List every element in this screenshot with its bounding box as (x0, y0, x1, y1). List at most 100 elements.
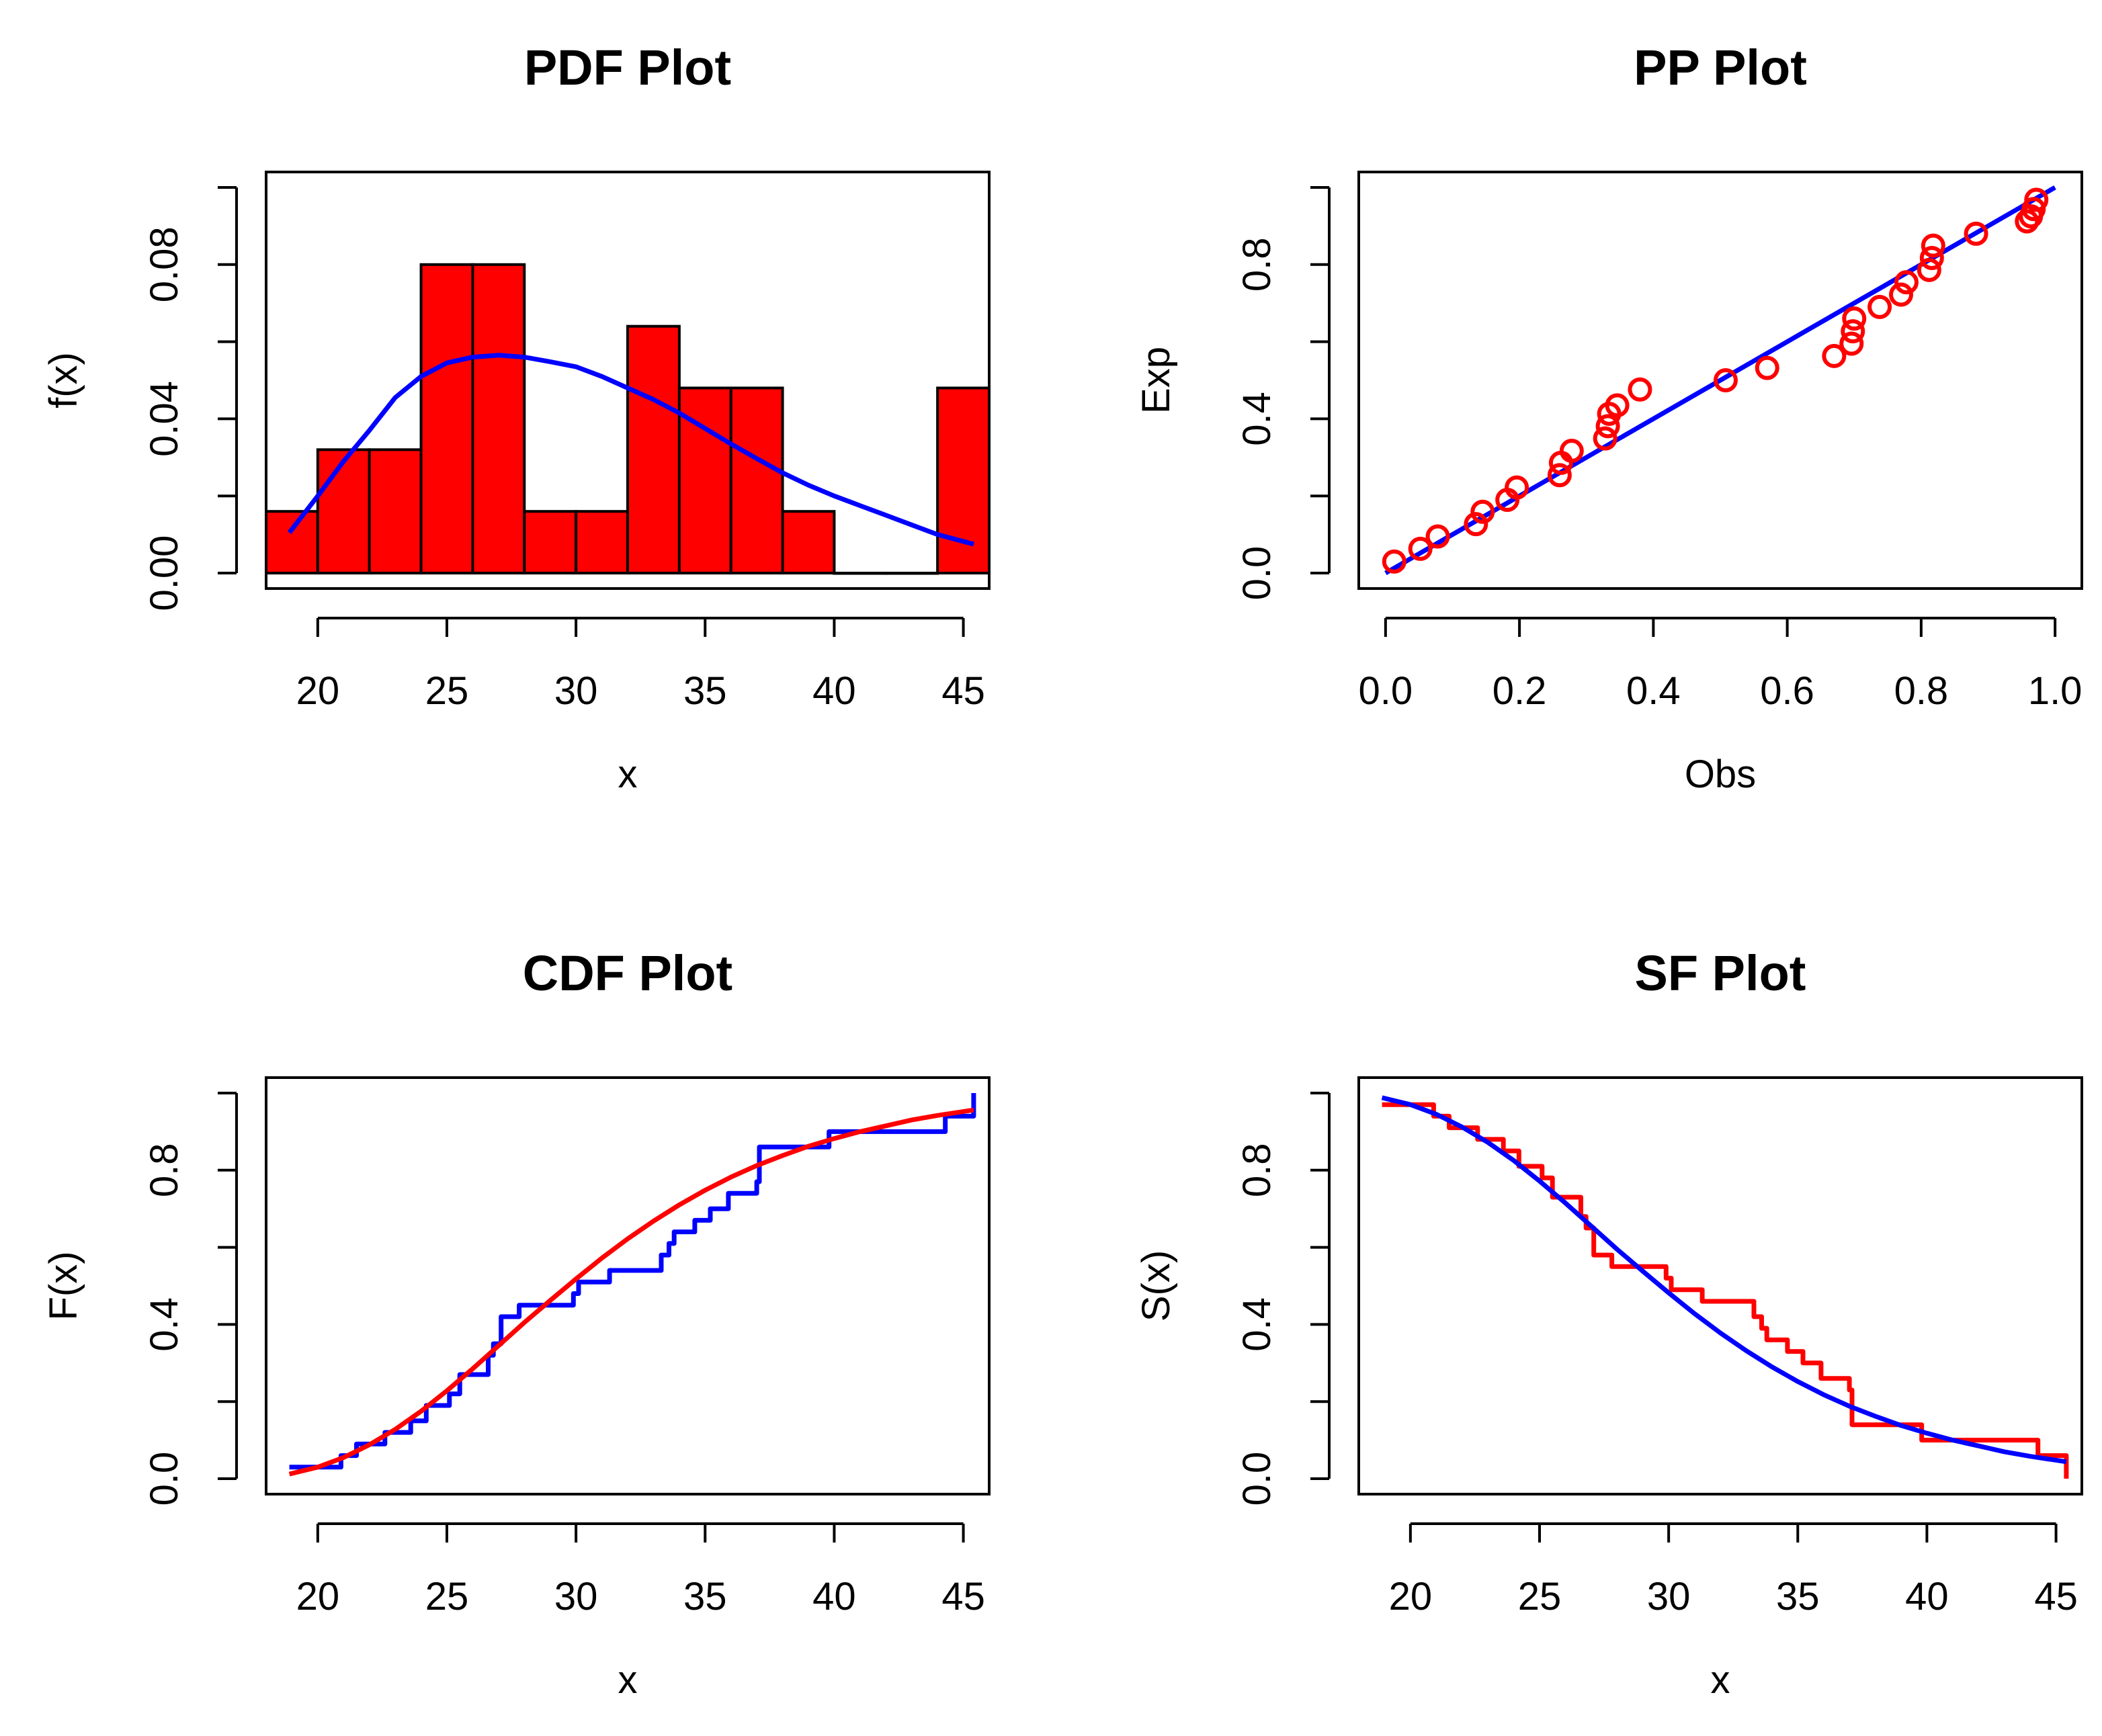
pdf-y-tick-label: 0.04 (142, 381, 186, 457)
sf-plot-frame (1357, 1076, 2083, 1495)
cdf-x-tick-label: 40 (812, 1575, 856, 1618)
pp-data-point (1917, 257, 1941, 282)
pp-x-tick-label: 0.4 (1626, 669, 1681, 713)
pp-data-point (1464, 512, 1488, 537)
pdf-panel: PDF Plot x f(x) 20 25 30 35 40 45 0.00 0.04 0.08 (42, 40, 991, 796)
sf-y-axis-label: S(x) (1134, 1250, 1178, 1321)
pp-data-point (1841, 319, 1865, 344)
pp-data-point (1713, 368, 1738, 392)
pdf-x-tick-label: 20 (296, 669, 340, 713)
pdf-histogram-bar (523, 510, 578, 575)
pp-x-tick-label: 0.6 (1760, 669, 1814, 713)
pp-data-point (1919, 246, 1944, 271)
pdf-histogram-bar (626, 324, 681, 575)
pp-y-axis-label: Exp (1134, 347, 1178, 414)
pdf-histogram-bar (471, 263, 526, 575)
pp-data-point (1822, 343, 1847, 368)
sf-x-tick-label: 40 (1905, 1575, 1949, 1618)
sf-series-fitted-sf (1381, 1095, 2067, 1465)
cdf-y-tick-label: 0.4 (142, 1297, 186, 1352)
cdf-series-fitted-cdf (288, 1107, 974, 1477)
pdf-histogram-bar (419, 263, 474, 575)
pp-data-point (1425, 524, 1450, 549)
pdf-plot-frame (265, 171, 991, 590)
cdf-title: CDF Plot (523, 945, 732, 1001)
pp-data-point (1842, 306, 1867, 331)
sf-panel: SF Plot x S(x) 20 25 30 35 40 45 0.0 0.4 0.8 (1134, 945, 2083, 1702)
cdf-x-tick-label: 25 (425, 1575, 469, 1618)
sf-y-tick-label: 0.0 (1235, 1452, 1279, 1506)
pdf-histogram-bar (575, 510, 630, 575)
pdf-histogram-bar (368, 448, 423, 575)
cdf-x-tick-label: 35 (683, 1575, 727, 1618)
cdf-x-tick-label: 45 (941, 1575, 985, 1618)
pp-data-point (1408, 536, 1433, 561)
sf-x-tick-label: 45 (2034, 1575, 2078, 1618)
pp-title: PP Plot (1634, 40, 1807, 95)
pp-data-point (2024, 187, 2049, 212)
sf-x-tick-label: 25 (1518, 1575, 1562, 1618)
sf-y-tick-label: 0.4 (1235, 1297, 1279, 1352)
cdf-panel: CDF Plot x F(x) 20 25 30 35 40 45 0.0 0.4 0.8 (42, 945, 991, 1702)
pp-x-tick-label: 0.0 (1359, 669, 1413, 713)
pdf-histogram-bar (729, 386, 784, 575)
sf-title: SF Plot (1635, 945, 1806, 1001)
cdf-plot-frame (265, 1076, 991, 1495)
pdf-x-tick-label: 30 (554, 669, 598, 713)
pp-series-reference-line (1384, 185, 2056, 576)
pp-x-tick-label: 1.0 (2028, 669, 2083, 713)
pp-y-tick-label: 0.8 (1235, 237, 1279, 292)
pp-plot-frame (1357, 171, 2083, 590)
pdf-histogram-bar (781, 510, 836, 575)
pp-data-point (1921, 233, 1945, 258)
pp-data-point (1839, 331, 1864, 356)
pdf-y-axis-label: f(x) (42, 352, 85, 408)
pp-data-point (1505, 475, 1529, 500)
pdf-histogram-bar (265, 510, 319, 575)
pdf-x-tick-label: 25 (425, 669, 469, 713)
cdf-x-tick-label: 20 (296, 1575, 340, 1618)
pdf-histogram-bar (884, 572, 939, 575)
cdf-y-axis-label: F(x) (42, 1251, 85, 1320)
pp-data-point (1889, 282, 1913, 307)
sf-x-tick-label: 20 (1389, 1575, 1433, 1618)
sf-series-empirical-sf (1382, 1102, 2069, 1479)
pp-data-point (1964, 221, 1988, 246)
cdf-x-axis-label: x (618, 1658, 638, 1702)
pdf-x-tick-label: 45 (941, 669, 985, 713)
cdf-y-tick-label: 0.8 (142, 1143, 186, 1197)
pdf-y-tick-label: 0.08 (142, 226, 186, 302)
pp-y-tick-label: 0.0 (1235, 546, 1279, 601)
pp-data-point (1470, 499, 1495, 524)
pp-data-point (1755, 355, 1779, 380)
pp-data-point (2015, 209, 2040, 234)
cdf-y-tick-label: 0.0 (142, 1452, 186, 1506)
pdf-y-tick-label: 0.00 (142, 535, 186, 611)
pdf-histogram-bar (833, 572, 888, 575)
sf-x-tick-label: 35 (1776, 1575, 1820, 1618)
pdf-histogram-bar (936, 386, 991, 575)
pdf-title: PDF Plot (524, 40, 731, 95)
pp-x-tick-label: 0.2 (1493, 669, 1547, 713)
pdf-histogram-bar (316, 448, 371, 575)
pdf-x-tick-label: 40 (812, 669, 856, 713)
pp-data-point (1894, 270, 1919, 295)
pp-data-point (1867, 294, 1892, 319)
pp-data-point (1595, 414, 1620, 439)
pp-data-point (1382, 549, 1406, 574)
pp-x-tick-label: 0.8 (1894, 669, 1949, 713)
pp-x-axis-label: Obs (1685, 752, 1756, 796)
pp-data-point (1547, 463, 1572, 488)
sf-x-tick-label: 30 (1647, 1575, 1691, 1618)
pdf-series-fitted-density (287, 353, 974, 547)
pp-y-tick-label: 0.4 (1235, 392, 1279, 446)
pdf-x-axis-label: x (618, 752, 638, 796)
cdf-x-tick-label: 30 (554, 1575, 598, 1618)
cdf-series-empirical-cdf (289, 1093, 976, 1470)
sf-x-axis-label: x (1711, 1658, 1730, 1702)
pp-panel: PP Plot Obs Exp 0.0 0.2 0.4 0.6 0.8 1.0 0.0 0.4 0.8 (1134, 40, 2083, 796)
pp-data-point (1605, 393, 1630, 418)
pp-data-point (1559, 439, 1584, 464)
pp-data-point (1593, 426, 1617, 451)
